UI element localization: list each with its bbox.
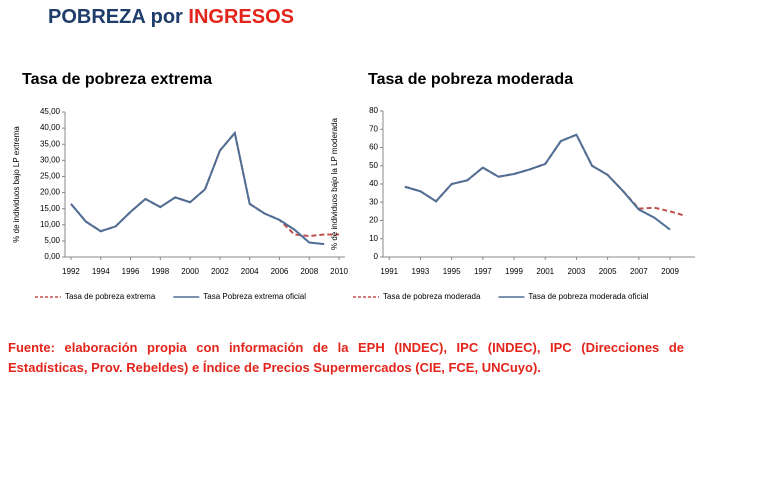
y-tick-label: 80 xyxy=(369,106,378,115)
x-tick-label: 2007 xyxy=(630,267,648,276)
y-tick-label: 40,00 xyxy=(40,123,61,132)
legend-label: Tasa de pobreza moderada oficial xyxy=(528,292,648,301)
x-tick-label: 1993 xyxy=(412,267,430,276)
x-tick-label: 2002 xyxy=(211,267,229,276)
series-line xyxy=(70,130,325,246)
legend-label: Tasa de pobreza extrema xyxy=(65,292,156,301)
x-tick-label: 1992 xyxy=(62,267,80,276)
y-tick-label: 20 xyxy=(369,216,378,225)
y-tick-label: 5,00 xyxy=(44,236,60,245)
x-tick-label: 2005 xyxy=(599,267,617,276)
legend-label: Tasa Pobreza extrema oficial xyxy=(203,292,306,301)
x-tick-label: 2009 xyxy=(661,267,679,276)
y-tick-label: 20,00 xyxy=(40,188,61,197)
x-tick-label: 2003 xyxy=(568,267,586,276)
series-line xyxy=(404,133,686,217)
x-tick-label: 2008 xyxy=(300,267,318,276)
y-tick-label: 10 xyxy=(369,234,378,243)
x-tick-label: 1995 xyxy=(443,267,461,276)
x-tick-label: 1997 xyxy=(474,267,492,276)
title-part: POBREZA por xyxy=(48,6,183,28)
slide-title: POBREZA por INGRESOS xyxy=(48,6,294,29)
y-tick-label: 15,00 xyxy=(40,204,61,213)
series-line xyxy=(404,133,671,231)
y-tick-label: 60 xyxy=(369,143,378,152)
x-tick-label: 2004 xyxy=(241,267,259,276)
x-tick-label: 1994 xyxy=(92,267,110,276)
y-tick-label: 0,00 xyxy=(44,252,60,261)
y-tick-label: 25,00 xyxy=(40,172,61,181)
x-tick-label: 2010 xyxy=(330,267,348,276)
y-tick-label: 30 xyxy=(369,197,378,206)
x-tick-label: 1996 xyxy=(122,267,140,276)
legend-label: Tasa de pobreza moderada xyxy=(383,292,481,301)
y-axis-label: % de individuos bajo la LP moderada xyxy=(330,117,339,249)
source-note: Fuente: elaboración propia con informaci… xyxy=(8,340,684,375)
x-tick-label: 1991 xyxy=(380,267,398,276)
y-tick-label: 70 xyxy=(369,124,378,133)
y-tick-label: 10,00 xyxy=(40,220,61,229)
x-tick-label: 2006 xyxy=(271,267,289,276)
y-tick-label: 40 xyxy=(369,179,378,188)
y-tick-label: 35,00 xyxy=(40,139,61,148)
chart-title: Tasa de pobreza extrema xyxy=(22,71,212,88)
y-tick-label: 50 xyxy=(369,161,378,170)
y-axis-label: % de individuos bajo LP extrema xyxy=(12,126,21,243)
y-tick-label: 0 xyxy=(374,252,379,261)
series-line xyxy=(70,130,340,238)
x-tick-label: 1998 xyxy=(151,267,169,276)
x-tick-label: 2001 xyxy=(536,267,554,276)
y-tick-label: 30,00 xyxy=(40,155,61,164)
y-tick-label: 45,00 xyxy=(40,107,61,116)
x-tick-label: 2000 xyxy=(181,267,199,276)
chart-title: Tasa de pobreza moderada xyxy=(368,71,573,88)
x-tick-label: 1999 xyxy=(505,267,523,276)
title-part: INGRESOS xyxy=(188,6,294,28)
